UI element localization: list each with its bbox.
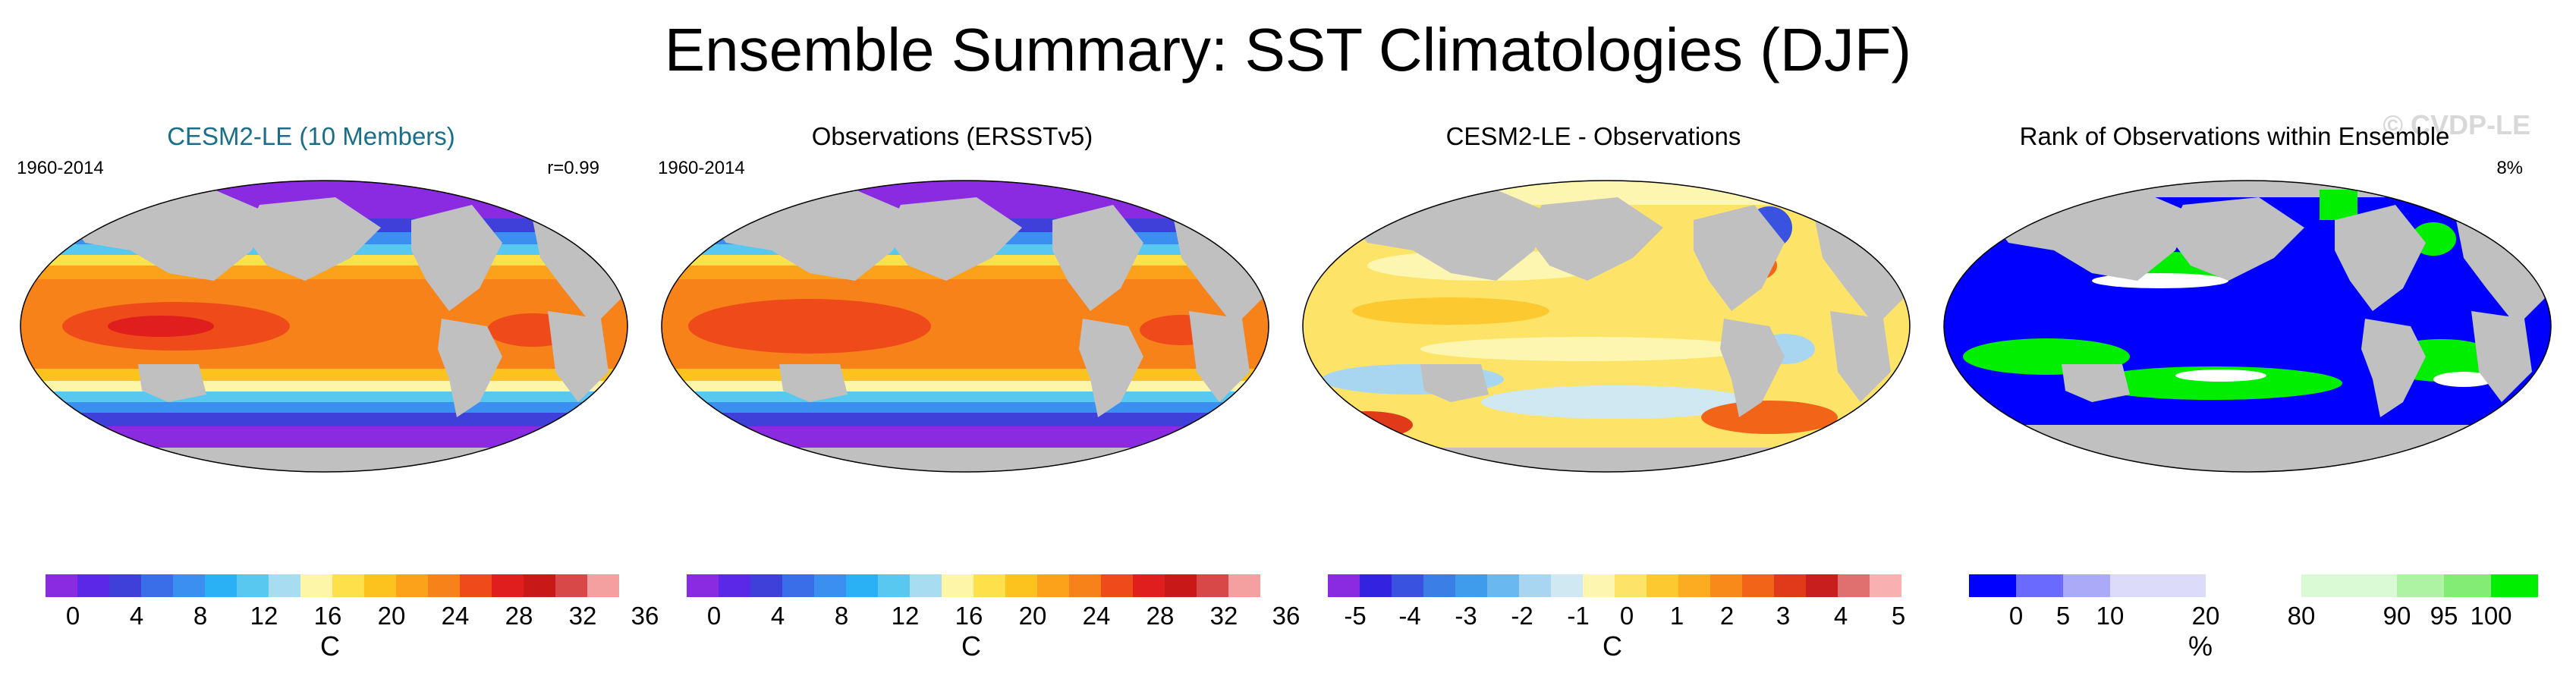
tick-label: 5	[1891, 602, 1906, 630]
colorbar	[687, 574, 1260, 597]
tick-label: 36	[631, 602, 659, 630]
tick-label: 32	[1209, 602, 1238, 630]
tick-label: -5	[1344, 602, 1367, 630]
sst-map-cesm2	[20, 180, 628, 473]
tick-label: -3	[1455, 602, 1477, 630]
rank-map	[1943, 180, 2552, 473]
period-label: 1960-2014	[658, 158, 745, 178]
tick-label: 0	[2008, 602, 2024, 630]
tick-label: 0	[65, 602, 80, 630]
panel-title: CESM2-LE (10 Members)	[167, 122, 455, 150]
tick-label: -1	[1567, 602, 1590, 630]
tick-label: 12	[250, 602, 278, 630]
tick-label: -4	[1398, 602, 1421, 630]
watermark: © CVDP-LE	[2383, 109, 2530, 140]
panel-rank: © CVDP-LE Rank of Observations within En…	[1923, 109, 2552, 676]
colorbar-ticks: 0 4 8 12 16 20 24 28 32 36	[46, 599, 659, 633]
colorbar-ticks: -5 -4 -3 -2 -1 0 1 2 3 4 5	[1328, 599, 1906, 633]
tick-label: -2	[1511, 602, 1533, 630]
panel-title: Rank of Observations within Ensemble	[2019, 122, 2450, 150]
tick-label: 3	[1776, 602, 1791, 630]
colorbar-ticks: 0 4 8 12 16 20 24 28 32 36	[687, 599, 1301, 633]
colorbar	[1328, 574, 1901, 597]
tick-label: 36	[1272, 602, 1301, 630]
panel-difference: CESM2-LE - Observations	[1282, 114, 1911, 676]
tick-label: 12	[891, 602, 920, 630]
tick-label: 10	[2096, 602, 2125, 630]
sst-difference-map	[1302, 180, 1911, 473]
tick-label: 16	[313, 602, 342, 630]
tick-label: 20	[377, 602, 406, 630]
correlation-label: r=0.99	[547, 158, 599, 178]
colorbar	[46, 574, 619, 597]
tick-label: 90	[2383, 602, 2411, 630]
sst-map-observations	[661, 180, 1269, 473]
panel-title: CESM2-LE - Observations	[1445, 122, 1741, 150]
tick-label: 80	[2287, 602, 2316, 630]
tick-label: 28	[1146, 602, 1175, 630]
tick-label: 24	[1082, 602, 1111, 630]
tick-label: 8	[834, 602, 849, 630]
tick-label: 100	[2470, 602, 2512, 630]
tick-label: 20	[2191, 602, 2220, 630]
tick-label: 4	[129, 602, 144, 630]
tick-label: 1	[1669, 602, 1684, 630]
tick-label: 28	[505, 602, 533, 630]
tick-label: 0	[706, 602, 722, 630]
colorbar-unit: %	[2188, 630, 2213, 662]
colorbar-unit: C	[320, 630, 340, 662]
colorbar-unit: C	[961, 630, 981, 662]
tick-label: 95	[2430, 602, 2458, 630]
figure-title: Ensemble Summary: SST Climatologies (DJF…	[664, 16, 1912, 83]
tick-label: 24	[441, 602, 470, 630]
period-label: 1960-2014	[17, 158, 104, 178]
tick-label: 2	[1719, 602, 1735, 630]
tick-label: 4	[770, 602, 785, 630]
panel-observations: Observations (ERSSTv5) 1960-2014	[641, 114, 1301, 676]
tick-label: 5	[2055, 602, 2071, 630]
panel-cesm2-le: CESM2-LE (10 Members) 1960-2014 r=0.99	[0, 114, 659, 676]
tick-label: 20	[1018, 602, 1047, 630]
tick-label: 4	[1833, 602, 1848, 630]
tick-label: 0	[1619, 602, 1634, 630]
tick-label: 16	[955, 602, 983, 630]
panel-title: Observations (ERSSTv5)	[811, 122, 1093, 150]
percentage-label: 8%	[2496, 158, 2523, 178]
tick-label: 32	[568, 602, 597, 630]
colorbar-unit: C	[1603, 630, 1622, 662]
tick-label: 8	[193, 602, 208, 630]
colorbar	[1969, 574, 2538, 597]
colorbar-ticks: 0 5 10 20 80 90 95 100	[1969, 599, 2546, 633]
